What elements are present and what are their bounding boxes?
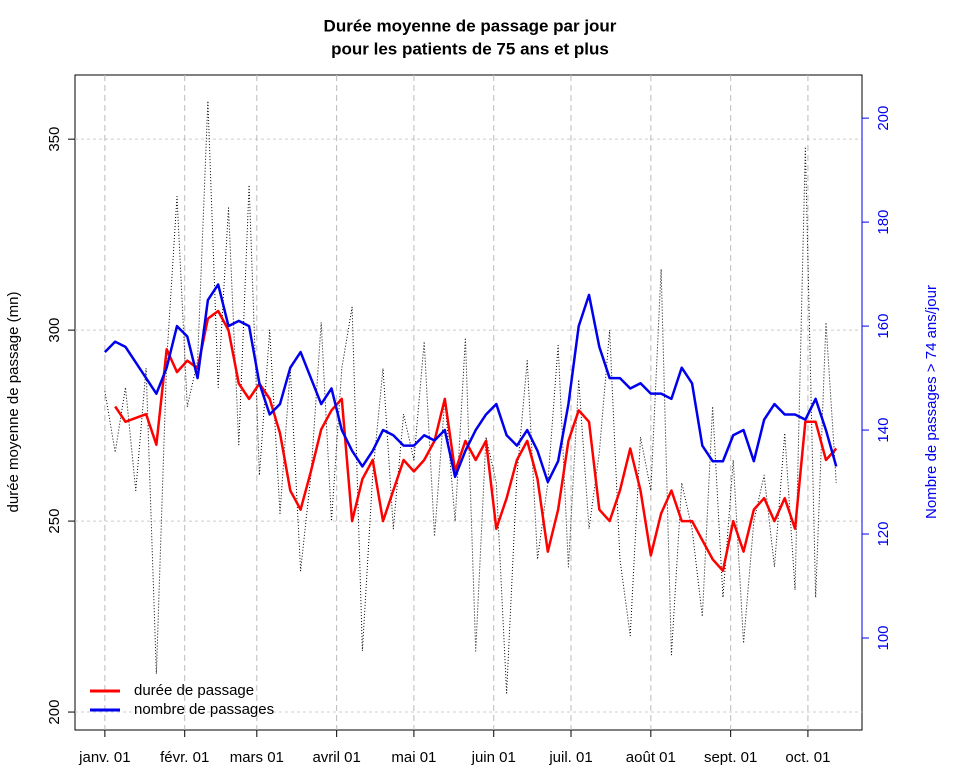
plot-frame (74, 74, 863, 731)
x-tick-label: oct. 01 (785, 749, 830, 766)
y-tick-label: 250 (46, 509, 63, 534)
x-tick-label: mai 01 (391, 749, 436, 766)
chart-title: pour les patients de 75 ans et plus (331, 39, 609, 58)
chart-title: Durée moyenne de passage par jour (324, 16, 617, 35)
legend-label: nombre de passages (134, 701, 274, 718)
x-tick-label: août 01 (626, 749, 676, 766)
series-line (103, 283, 838, 484)
y-tick-label: 300 (46, 318, 63, 343)
y2-tick-label: 180 (875, 210, 892, 235)
x-tick-label: juin 01 (471, 749, 516, 766)
y2-axis-label: Nombre de passages > 74 ans/jour (923, 285, 940, 519)
x-tick-label: avril 01 (312, 749, 360, 766)
y2-tick-label: 120 (875, 522, 892, 547)
series-line (104, 100, 837, 694)
x-tick-label: janv. 01 (78, 749, 130, 766)
series-line (114, 309, 838, 572)
y2-tick-label: 100 (875, 625, 892, 650)
y2-tick-label: 160 (875, 314, 892, 339)
legend-label: durée de passage (134, 682, 254, 699)
x-tick-label: sept. 01 (704, 749, 757, 766)
y-tick-label: 200 (46, 700, 63, 725)
y2-tick-label: 140 (875, 418, 892, 443)
x-tick-label: févr. 01 (160, 749, 209, 766)
x-tick-label: mars 01 (230, 749, 284, 766)
y-tick-label: 350 (46, 127, 63, 152)
y-axis-label: durée moyenne de passage (mn) (5, 292, 22, 513)
x-tick-label: juil. 01 (548, 749, 592, 766)
y2-tick-label: 200 (875, 106, 892, 131)
